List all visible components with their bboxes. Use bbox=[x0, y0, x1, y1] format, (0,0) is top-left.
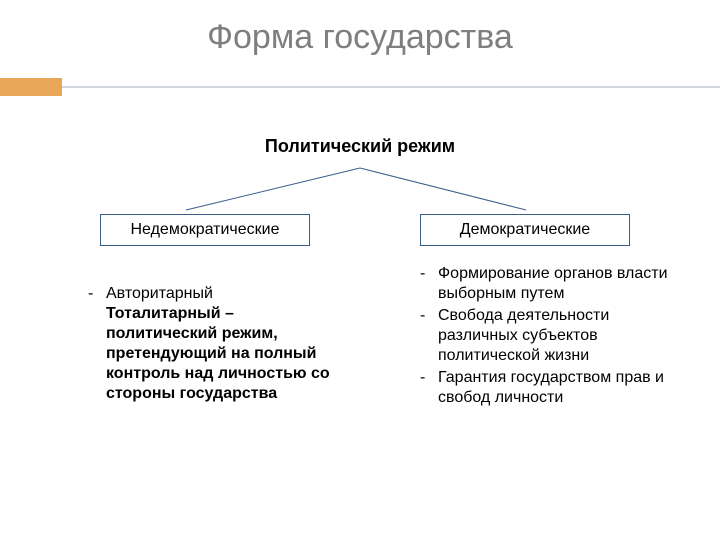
box-democratic: Демократические bbox=[420, 214, 630, 246]
list-item: Авторитарный Тоталитарный – политический… bbox=[88, 284, 348, 404]
list-item-text: Свобода деятельности различных субъектов… bbox=[438, 307, 609, 364]
list-item: Гарантия государством прав и свобод личн… bbox=[420, 368, 680, 408]
page-title: Форма государства bbox=[0, 18, 720, 57]
list-democratic: Формирование органов власти выборным пут… bbox=[420, 264, 680, 410]
branch-line-left bbox=[186, 168, 360, 210]
list-item-text: Гарантия государством прав и свобод личн… bbox=[438, 369, 664, 406]
branch-lines bbox=[0, 162, 720, 214]
list-item: Свобода деятельности различных субъектов… bbox=[420, 306, 680, 366]
list-item-text: Авторитарный bbox=[106, 285, 213, 302]
list-item: Формирование органов власти выборным пут… bbox=[420, 264, 680, 304]
list-item-text: Формирование органов власти выборным пут… bbox=[438, 265, 668, 302]
list-item-bold: Тоталитарный – политический режим, прете… bbox=[106, 305, 330, 402]
title-rule-accent bbox=[0, 78, 62, 96]
diagram-root-label: Политический режим bbox=[0, 136, 720, 157]
box-nondemocratic: Недемократические bbox=[100, 214, 310, 246]
slide: Форма государства Политический режим Нед… bbox=[0, 0, 720, 540]
title-rule bbox=[0, 78, 720, 96]
title-rule-line bbox=[62, 86, 720, 88]
branch-line-right bbox=[360, 168, 526, 210]
list-nondemocratic: Авторитарный Тоталитарный – политический… bbox=[88, 284, 348, 406]
